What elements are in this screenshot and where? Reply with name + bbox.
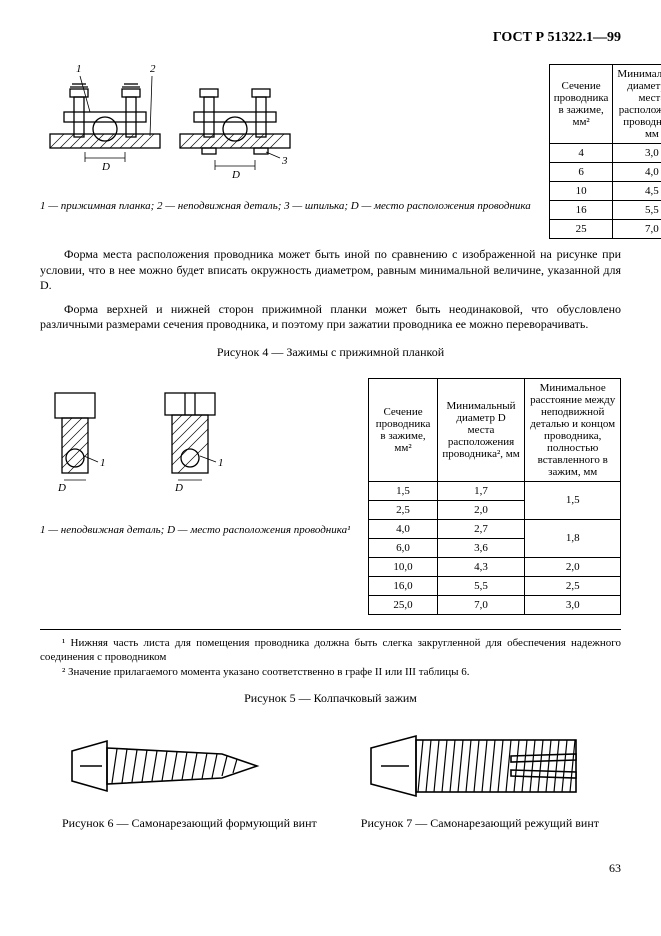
- table-row: 10 4,5 1,2: [549, 182, 661, 201]
- table-row: 10,0 4,3 2,0: [369, 557, 621, 576]
- figure4-diagram-col: D 1 2: [40, 64, 531, 214]
- table-cell: 25: [549, 220, 613, 239]
- table-cell: 10: [549, 182, 613, 201]
- table-header: Сечение проводника в зажиме, мм²: [369, 378, 437, 481]
- figure4-legend: 1 — прижимная планка; 2 — неподвижная де…: [40, 200, 531, 214]
- page-number: 63: [40, 861, 621, 876]
- table-row: 16 5,5: [549, 201, 661, 220]
- table-cell: 2,5: [369, 500, 437, 519]
- figure7-title: Рисунок 7 — Самонарезающий режущий винт: [361, 816, 599, 831]
- figure6-screw-icon: [62, 726, 272, 816]
- screws-row: Рисунок 6 — Самонарезающий формующий вин…: [40, 726, 621, 831]
- table-cell: 7,0: [437, 595, 525, 614]
- svg-text:D: D: [101, 161, 110, 173]
- svg-text:1: 1: [218, 457, 224, 469]
- figure4-paragraph: Форма верхней и нижней сторон прижимной …: [40, 302, 621, 333]
- table-cell: 5,5: [437, 576, 525, 595]
- svg-text:1: 1: [76, 64, 82, 75]
- figure5-title: Рисунок 5 — Колпачковый зажим: [40, 691, 621, 706]
- table-cell: 5,5: [613, 201, 661, 220]
- table-cell: 3,0: [525, 595, 621, 614]
- svg-text:D: D: [231, 169, 240, 181]
- svg-text:1: 1: [100, 457, 106, 469]
- figure5-table-col: Сечение проводника в зажиме, мм² Минимал…: [368, 378, 621, 615]
- figure7-screw-icon: [361, 726, 591, 816]
- table-row: 25,0 7,0 3,0: [369, 595, 621, 614]
- figure5-diagram-col: D 1 D 1 1 — не: [40, 378, 350, 538]
- svg-text:D: D: [57, 482, 66, 494]
- table-header: Минимальное расстояние между неподвижной…: [525, 378, 621, 481]
- table-header: Сечение проводника в зажиме, мм²: [549, 65, 613, 144]
- footnote-separator: [40, 629, 621, 630]
- table-cell: 4,0: [369, 519, 437, 538]
- figure4-table-col: Сечение проводника в зажиме, мм² Минимал…: [549, 64, 661, 239]
- footnote: ² Значение прилагаемого момента указано …: [40, 665, 621, 679]
- table-row: 25 7,0 2,0: [549, 220, 661, 239]
- table-cell: 1,8: [525, 519, 621, 557]
- table-cell: 1,5: [369, 481, 437, 500]
- table-cell: 1,7: [437, 481, 525, 500]
- footnote: ¹ Нижняя часть листа для помещения прово…: [40, 636, 621, 665]
- table-row: 16,0 5,5 2,5: [369, 576, 621, 595]
- svg-text:D: D: [174, 482, 183, 494]
- table-cell: 7,0: [613, 220, 661, 239]
- table-cell: 16,0: [369, 576, 437, 595]
- svg-text:3: 3: [281, 155, 288, 167]
- figure7-block: Рисунок 7 — Самонарезающий режущий винт: [361, 726, 599, 831]
- figure6-block: Рисунок 6 — Самонарезающий формующий вин…: [62, 726, 317, 831]
- table-cell: 6: [549, 163, 613, 182]
- table-cell: 3,0: [613, 144, 661, 163]
- table-cell: 3,6: [437, 538, 525, 557]
- table-row: 4 3,0 0,5: [549, 144, 661, 163]
- document-header: ГОСТ Р 51322.1—99: [40, 30, 621, 46]
- figure4-paragraph: Форма места расположения проводника може…: [40, 247, 621, 294]
- figure5-legend: 1 — неподвижная деталь; D — место распол…: [40, 524, 350, 538]
- figure5-table: Сечение проводника в зажиме, мм² Минимал…: [368, 378, 621, 615]
- table-cell: 1,5: [525, 481, 621, 519]
- figure6-title: Рисунок 6 — Самонарезающий формующий вин…: [62, 816, 317, 831]
- table-cell: 6,0: [369, 538, 437, 557]
- figure4-diagram: D 1 2: [40, 64, 300, 194]
- table-cell: 10,0: [369, 557, 437, 576]
- table-cell: 2,5: [525, 576, 621, 595]
- table-row: 4,0 2,7 1,8: [369, 519, 621, 538]
- table-header: Минимальный диаметр D места расположения…: [437, 378, 525, 481]
- table-cell: 4: [549, 144, 613, 163]
- table-cell: 4,0: [613, 163, 661, 182]
- table-cell: 16: [549, 201, 613, 220]
- table-cell: 4,3: [437, 557, 525, 576]
- figure4-table: Сечение проводника в зажиме, мм² Минимал…: [549, 64, 661, 239]
- table-header: Минимальный диаметр D места расположения…: [613, 65, 661, 144]
- table-cell: 2,7: [437, 519, 525, 538]
- table-cell: 2,0: [525, 557, 621, 576]
- figure5-row: D 1 D 1 1 — не: [40, 378, 621, 615]
- table-row: 1,5 1,7 1,5: [369, 481, 621, 500]
- table-cell: 2,0: [437, 500, 525, 519]
- figure4-title: Рисунок 4 — Зажимы с прижимной планкой: [40, 345, 621, 360]
- figure5-diagram: D 1 D 1: [40, 378, 260, 518]
- table-cell: 25,0: [369, 595, 437, 614]
- svg-text:2: 2: [150, 64, 156, 75]
- figure4-row: D 1 2: [40, 64, 621, 239]
- table-row: 6 4,0 0,8: [549, 163, 661, 182]
- table-cell: 4,5: [613, 182, 661, 201]
